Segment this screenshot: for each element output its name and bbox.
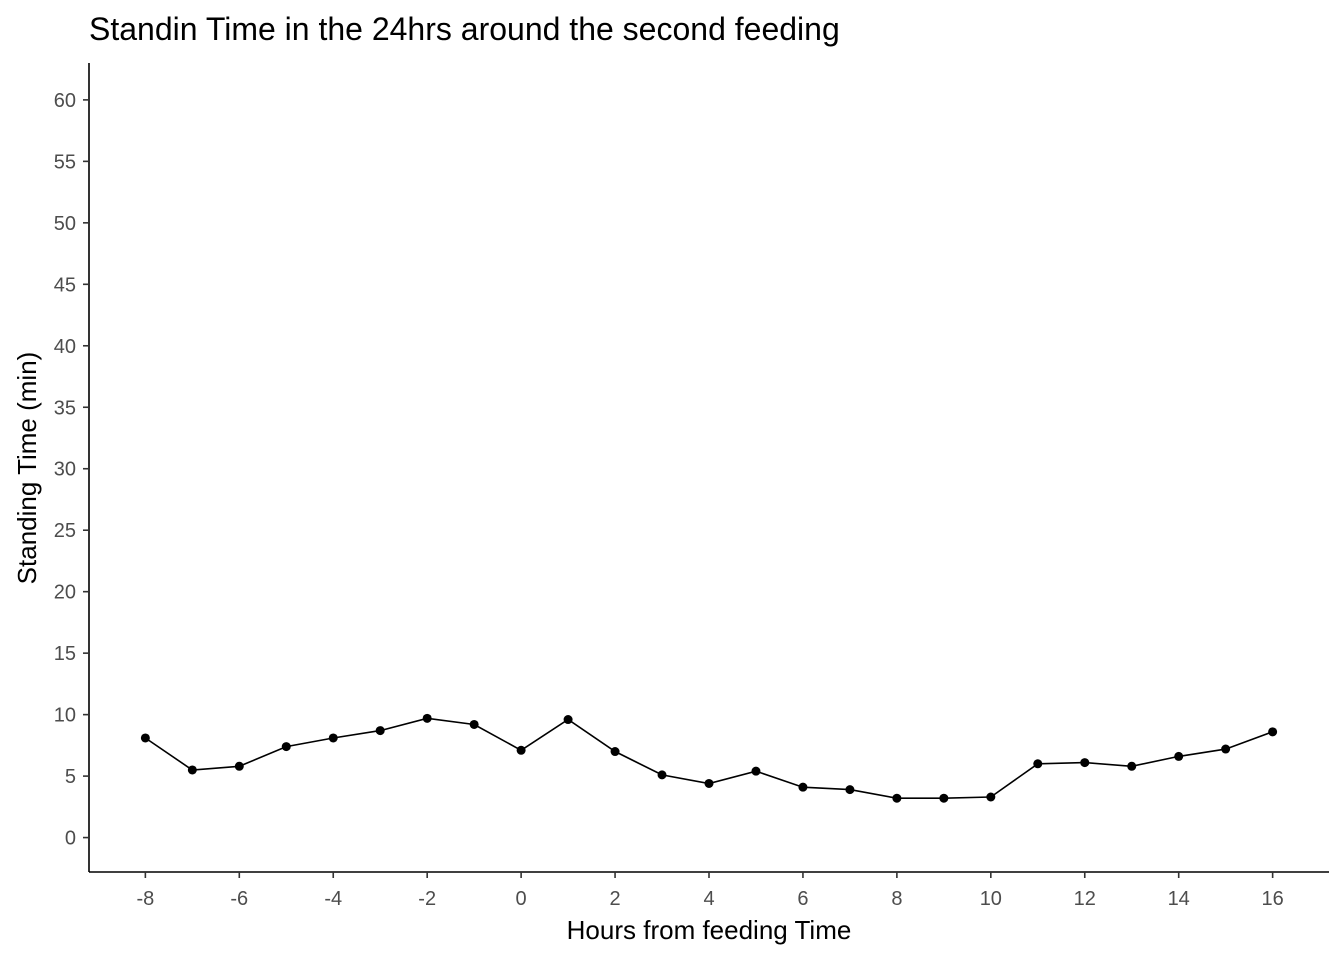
data-point — [939, 793, 949, 803]
y-tick-label: 0 — [65, 828, 76, 850]
x-tick-label: 10 — [980, 888, 1002, 910]
data-point — [798, 782, 808, 792]
x-tick-label: 4 — [703, 888, 714, 910]
x-axis: -8 -6 -4 -2 0 2 4 6 8 10 12 14 16 — [136, 872, 1284, 910]
plot-area: 0 5 10 15 20 25 30 35 40 45 50 55 60 -8 -6 -4 -2 0 2 4 6 8 10… — [54, 63, 1329, 910]
data-point — [1080, 758, 1090, 768]
data-point — [469, 719, 479, 729]
series-layer — [140, 713, 1278, 803]
data-point — [281, 742, 291, 752]
x-tick-label: -6 — [230, 888, 248, 910]
y-axis: 0 5 10 15 20 25 30 35 40 45 50 55 60 — [54, 90, 89, 850]
x-tick-label: -4 — [324, 888, 342, 910]
data-point — [516, 745, 526, 755]
y-tick-label: 50 — [54, 213, 76, 235]
data-point — [704, 778, 714, 788]
data-point — [1221, 744, 1231, 754]
data-point — [751, 766, 761, 776]
data-point — [234, 761, 244, 771]
data-point — [1174, 751, 1184, 761]
y-tick-label: 60 — [54, 90, 76, 112]
chart-title: Standin Time in the 24hrs around the sec… — [89, 11, 840, 47]
x-tick-label: -8 — [136, 888, 154, 910]
data-point — [328, 733, 338, 743]
data-point — [892, 793, 902, 803]
data-point — [657, 770, 667, 780]
data-point — [986, 792, 996, 802]
y-tick-label: 5 — [65, 766, 76, 788]
data-point — [1033, 759, 1043, 769]
x-axis-title: Hours from feeding Time — [567, 915, 852, 945]
data-point — [845, 785, 855, 795]
data-point — [187, 765, 197, 775]
data-point — [1268, 727, 1278, 737]
y-tick-label: 10 — [54, 705, 76, 727]
x-tick-label: 2 — [609, 888, 620, 910]
data-point — [140, 733, 150, 743]
x-tick-label: 8 — [891, 888, 902, 910]
y-tick-label: 15 — [54, 643, 76, 665]
y-tick-label: 35 — [54, 397, 76, 419]
x-tick-label: -2 — [418, 888, 436, 910]
x-tick-label: 12 — [1074, 888, 1096, 910]
y-tick-label: 25 — [54, 520, 76, 542]
y-tick-label: 30 — [54, 459, 76, 481]
data-point — [422, 713, 432, 723]
y-tick-label: 45 — [54, 274, 76, 296]
y-axis-title: Standing Time (min) — [12, 352, 42, 585]
data-point — [375, 726, 385, 736]
x-tick-label: 14 — [1168, 888, 1190, 910]
data-point — [563, 715, 573, 725]
y-tick-label: 40 — [54, 336, 76, 358]
y-tick-label: 55 — [54, 151, 76, 173]
x-tick-label: 0 — [516, 888, 527, 910]
data-point — [1127, 761, 1137, 771]
x-tick-label: 16 — [1262, 888, 1284, 910]
x-tick-label: 6 — [797, 888, 808, 910]
data-point — [610, 747, 620, 757]
y-tick-label: 20 — [54, 582, 76, 604]
